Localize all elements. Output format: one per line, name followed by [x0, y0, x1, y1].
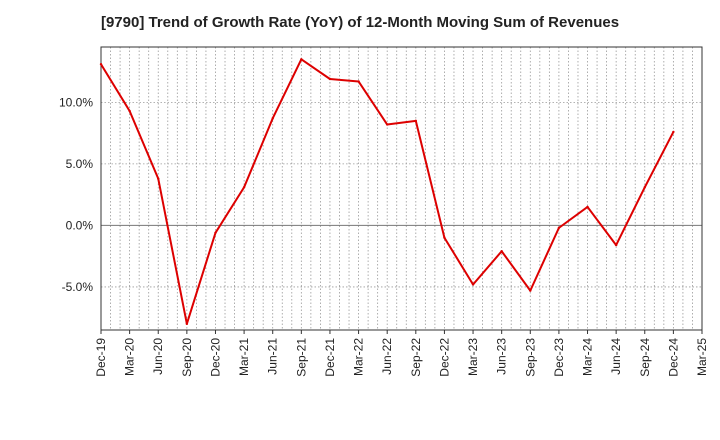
- x-tick-label: Mar-20: [123, 338, 137, 376]
- data-point: [643, 186, 646, 189]
- x-tick-label: Dec-20: [208, 338, 222, 377]
- x-tick-label: Sep-21: [294, 338, 308, 377]
- data-point: [672, 130, 675, 134]
- x-tick-label: Dec-23: [552, 338, 566, 377]
- x-tick-label: Sep-20: [180, 338, 194, 377]
- data-point: [443, 236, 446, 239]
- data-point: [328, 77, 332, 81]
- data-point: [271, 117, 274, 120]
- y-tick-label: 10.0%: [59, 95, 93, 109]
- data-point: [529, 289, 532, 292]
- data-point: [500, 250, 503, 253]
- data-point: [385, 123, 389, 126]
- labels-layer: -5.0% 0.0% 5.0% 10.0% Dec-19 Mar-20 Jun-20 Sep-…: [59, 95, 709, 376]
- x-tick-label: Sep-24: [638, 338, 652, 377]
- x-tick-label: Mar-25: [695, 338, 709, 376]
- x-tick-label: Jun-20: [151, 338, 165, 375]
- data-point: [99, 63, 103, 66]
- data-point: [557, 226, 561, 230]
- data-point: [357, 80, 360, 83]
- x-tick-label: Jun-23: [495, 338, 509, 375]
- data-point: [185, 322, 189, 326]
- x-tick-label: Mar-21: [237, 338, 251, 376]
- series-layer: [99, 58, 675, 326]
- x-tick-label: Sep-23: [523, 338, 537, 377]
- x-tick-label: Dec-21: [323, 338, 337, 377]
- data-point: [214, 231, 217, 234]
- x-tick-label: Jun-22: [380, 338, 394, 375]
- data-point: [128, 109, 131, 113]
- plot-frame: [100, 46, 703, 331]
- grid-layer: [100, 47, 703, 330]
- x-tick-label: Dec-19: [94, 338, 108, 377]
- data-point: [300, 58, 303, 61]
- x-tick-label: Sep-22: [409, 338, 423, 377]
- y-tick-label: -5.0%: [62, 280, 94, 294]
- chart-title: [9790] Trend of Growth Rate (YoY) of 12-…: [100, 14, 620, 31]
- x-tick-label: Mar-22: [352, 338, 366, 376]
- x-tick-label: Mar-24: [581, 338, 595, 376]
- data-point: [157, 177, 160, 180]
- axes-layer: [100, 46, 703, 334]
- data-point: [586, 205, 589, 209]
- y-tick-label: 0.0%: [66, 218, 94, 232]
- x-tick-label: Jun-21: [266, 338, 280, 375]
- x-tick-label: Dec-24: [666, 338, 680, 377]
- data-point: [242, 186, 246, 189]
- x-tick-label: Dec-22: [437, 338, 451, 377]
- data-point: [414, 119, 418, 123]
- data-point: [471, 283, 475, 286]
- x-tick-label: Mar-23: [466, 338, 480, 376]
- x-tick-label: Jun-24: [609, 338, 623, 375]
- y-tick-label: 5.0%: [66, 157, 94, 171]
- data-point: [614, 243, 618, 247]
